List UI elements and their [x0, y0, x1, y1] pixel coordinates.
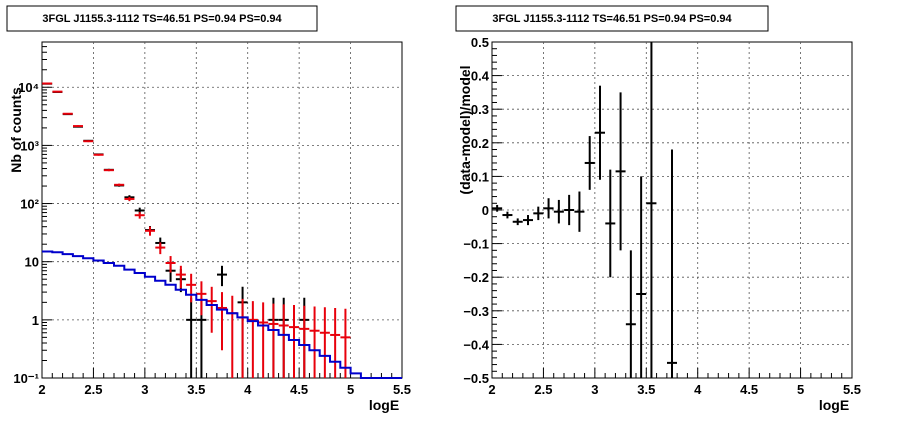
data-point	[636, 176, 647, 378]
y-tick-label: 10⁴	[18, 80, 39, 95]
y-tick-label: −0.5	[463, 371, 489, 386]
x-tick-label: 5	[797, 382, 804, 397]
x-tick-label: 2	[38, 382, 45, 397]
chart-panel-1: 2 2.5 3 3.5 4 4.5 5 5.5 10⁻¹ 1 10 10² 10³ 10⁴ logE Nb o…	[6, 5, 411, 413]
data-point	[319, 307, 330, 378]
data-point	[492, 204, 503, 212]
data-point	[574, 191, 585, 232]
data-point	[512, 218, 523, 226]
y-tick-label: 0.4	[471, 69, 490, 84]
x-axis-label: logE	[369, 397, 399, 413]
data-point	[502, 211, 513, 219]
x-axis-label: logE	[819, 397, 849, 413]
data-point	[523, 215, 533, 226]
data-point	[268, 303, 279, 378]
x-tick-label: 4	[694, 382, 702, 397]
data-point	[206, 286, 217, 333]
x-tick-label: 5.5	[393, 382, 411, 397]
y-tick-label: 10	[25, 255, 39, 270]
y-tick-label: −0.3	[463, 304, 489, 319]
data-point	[564, 194, 575, 226]
data-point	[309, 306, 320, 378]
y-tick-label: −0.4	[463, 337, 489, 352]
data-point	[62, 112, 73, 115]
x-tick-label: 2	[488, 382, 495, 397]
x-tick-label: 4	[244, 382, 252, 397]
data-point	[543, 198, 554, 219]
data-point	[83, 140, 94, 143]
data-point	[165, 256, 176, 273]
title-box	[6, 5, 318, 32]
data-point	[615, 92, 626, 251]
title-box	[455, 5, 769, 32]
model-step-line	[42, 250, 402, 379]
data-point	[330, 307, 341, 378]
y-tick-label: −0.2	[463, 270, 489, 285]
data-point	[196, 281, 207, 316]
data-point	[145, 226, 155, 236]
y-tick-label: 1	[32, 313, 39, 328]
data-point	[217, 265, 227, 287]
data-point	[114, 183, 125, 187]
x-tick-label: 3	[591, 382, 598, 397]
data-point	[42, 82, 53, 85]
data-point	[175, 265, 186, 289]
data-point	[299, 305, 310, 378]
data-point	[605, 169, 616, 278]
data-point	[124, 196, 135, 202]
data-point	[93, 153, 104, 156]
x-tick-label: 2.5	[534, 382, 552, 397]
x-tick-label: 3.5	[187, 382, 205, 397]
x-tick-label: 4.5	[290, 382, 308, 397]
chart-panel-2: 2 2.5 3 3.5 4 4.5 5 5.5 −0.5 −0.4 −0.3 −0.2 −0.1 0 0.1…	[455, 5, 861, 413]
data-point	[625, 250, 636, 378]
data-point	[595, 85, 605, 180]
x-tick-label: 3	[141, 382, 148, 397]
data-point	[258, 302, 269, 378]
x-tick-label: 2.5	[84, 382, 102, 397]
data-point	[52, 90, 63, 93]
y-axis-label: (data-model)/model	[457, 65, 473, 194]
y-tick-label: 10⁻¹	[13, 371, 39, 386]
data-point	[340, 308, 351, 378]
chart-title: 3FGL J1155.3-1112 TS=46.51 PS=0.94 PS=0.…	[492, 13, 732, 25]
x-tick-label: 5.5	[843, 382, 861, 397]
data-point	[186, 273, 197, 303]
y-tick-label: 0.5	[471, 35, 489, 50]
y-tick-label: 10³	[20, 138, 39, 153]
data-point	[186, 297, 197, 378]
chart-title: 3FGL J1155.3-1112 TS=46.51 PS=0.94 PS=0.…	[42, 13, 282, 25]
data-point	[217, 292, 227, 351]
y-tick-label: 0.1	[471, 169, 489, 184]
data-point	[73, 125, 83, 128]
data-point	[533, 206, 544, 221]
data-point	[289, 305, 299, 378]
data-point	[247, 301, 258, 378]
data-point	[553, 199, 564, 224]
y-axis-label: Nb of counts	[8, 87, 24, 173]
y-tick-label: 10²	[20, 197, 39, 212]
data-point	[584, 136, 595, 190]
data-point	[103, 169, 114, 172]
y-tick-label: 0	[482, 203, 489, 218]
y-tick-label: 0.3	[471, 102, 489, 117]
y-tick-label: 0.2	[471, 136, 489, 151]
data-point	[646, 42, 657, 378]
x-tick-label: 5	[347, 382, 354, 397]
x-tick-label: 3.5	[637, 382, 655, 397]
data-point	[278, 304, 289, 378]
data-point	[155, 242, 166, 255]
x-tick-label: 4.5	[740, 382, 758, 397]
data-point	[134, 212, 145, 219]
data-point	[667, 149, 677, 378]
y-tick-label: −0.1	[463, 237, 489, 252]
